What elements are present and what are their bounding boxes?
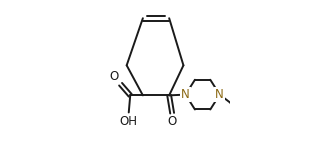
Text: O: O bbox=[168, 115, 177, 128]
Text: OH: OH bbox=[120, 115, 138, 128]
Text: N: N bbox=[181, 88, 190, 101]
Text: N: N bbox=[215, 88, 224, 101]
Text: O: O bbox=[110, 70, 119, 83]
